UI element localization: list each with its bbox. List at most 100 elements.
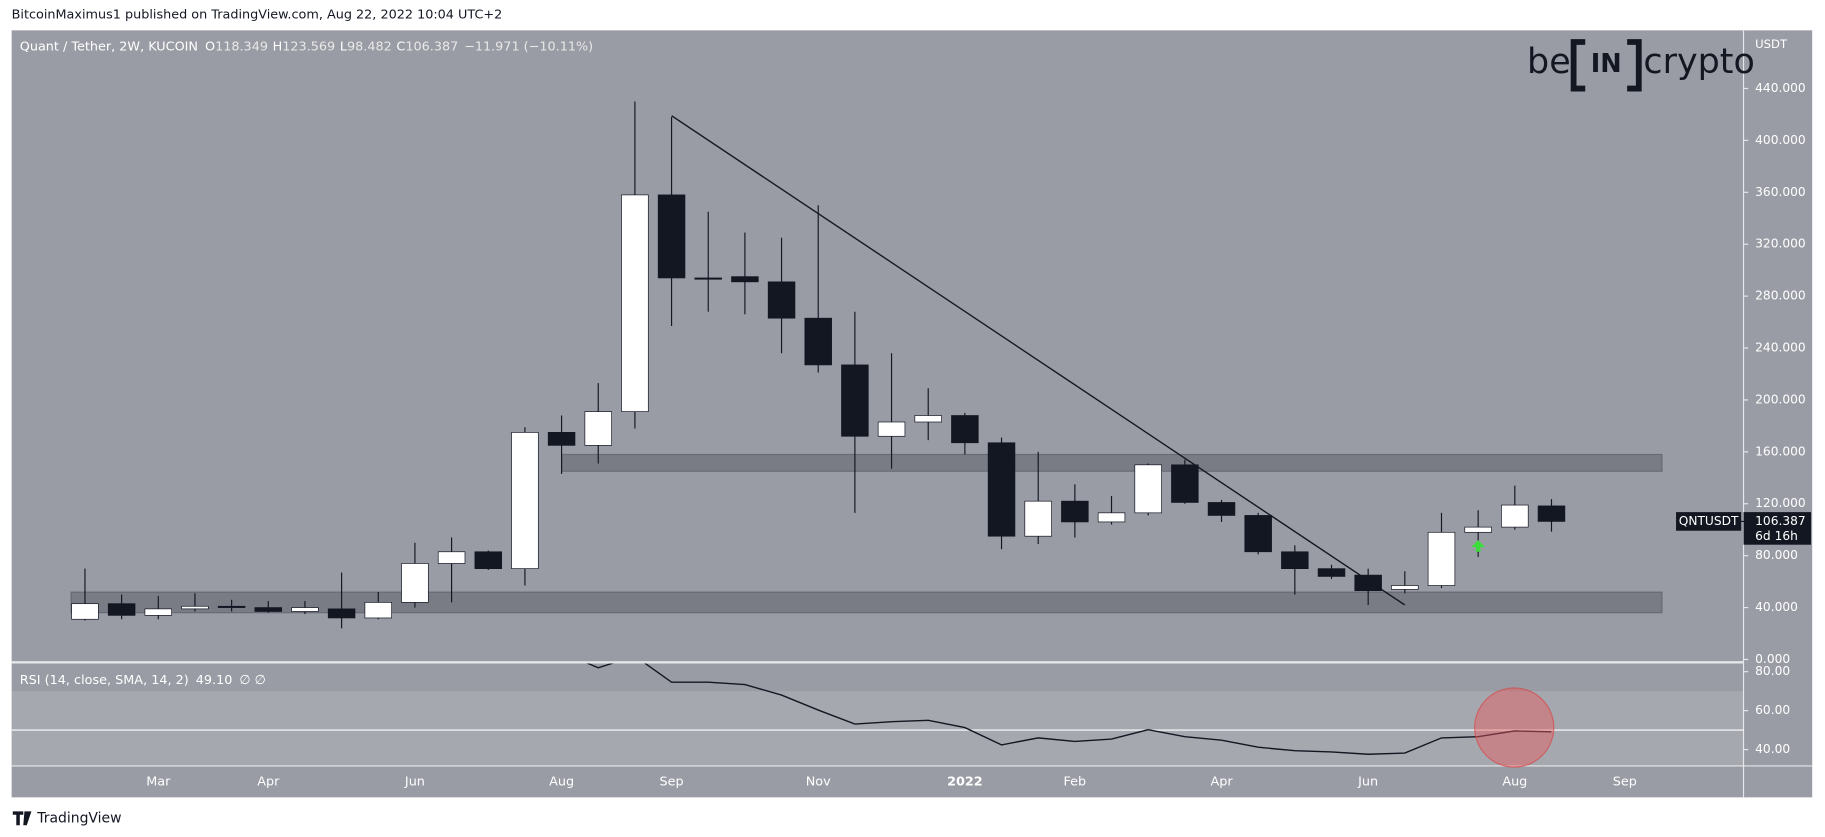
candle-body bbox=[107, 603, 136, 616]
y-tick-label: 80.000 bbox=[1755, 548, 1798, 562]
rsi-lines bbox=[586, 663, 1552, 755]
x-tick-label: Jun bbox=[404, 775, 425, 790]
highlight-circle bbox=[1474, 687, 1555, 768]
rsi-extra: ∅ ∅ bbox=[239, 672, 265, 687]
symbol: Quant / Tether, 2W, KUCOIN bbox=[20, 39, 198, 54]
price-box bbox=[1743, 512, 1812, 545]
candle-body bbox=[327, 608, 356, 619]
candle-body bbox=[1097, 512, 1126, 523]
candle-body bbox=[804, 317, 832, 366]
logo-text: be bbox=[1527, 42, 1571, 82]
candle-body bbox=[144, 608, 173, 616]
rsi-line bbox=[586, 663, 1552, 755]
y-tick-label: 320.000 bbox=[1755, 237, 1806, 251]
x-tick-label: Sep bbox=[660, 775, 684, 790]
candle-body bbox=[1244, 515, 1272, 553]
candle-body bbox=[657, 194, 686, 279]
candle-body bbox=[547, 432, 576, 446]
x-tick-label: Aug bbox=[1502, 775, 1527, 790]
x-tick-label: Mar bbox=[146, 775, 171, 790]
logo-brackets bbox=[1570, 39, 1642, 92]
last-price: 106.387 bbox=[1755, 514, 1806, 528]
y-tick-label: 240.000 bbox=[1755, 341, 1806, 355]
candle-body bbox=[474, 551, 502, 569]
x-tick-label: 2022 bbox=[947, 775, 983, 790]
legend-key: L bbox=[340, 39, 348, 54]
candle-body bbox=[217, 605, 246, 608]
candle-body bbox=[181, 605, 209, 610]
rsi-legend: RSI (14, close, SMA, 14, 2) 49.10 ∅ ∅ bbox=[20, 672, 266, 687]
candle-body bbox=[987, 442, 1016, 537]
y-tick-label: 160.000 bbox=[1755, 444, 1806, 458]
logo-text: IN bbox=[1591, 49, 1622, 79]
tv-icon bbox=[12, 811, 32, 826]
x-tick-label: Jun bbox=[1357, 775, 1378, 790]
x-tick-label: Feb bbox=[1064, 775, 1087, 790]
candle-body bbox=[1537, 505, 1566, 522]
candle-body bbox=[1061, 500, 1089, 523]
candle-body bbox=[437, 551, 466, 564]
candle-body bbox=[914, 415, 942, 423]
y-tick-label: 280.000 bbox=[1755, 289, 1806, 303]
y-tick-label: 360.000 bbox=[1755, 185, 1806, 199]
candle-body bbox=[584, 411, 612, 446]
y-tick-label: 0.000 bbox=[1755, 652, 1790, 666]
legend-change: −11.971 (−10.11%) bbox=[464, 39, 593, 54]
trendline bbox=[671, 115, 1406, 606]
rsi-tick-label: 60.00 bbox=[1755, 703, 1790, 717]
logo: be IN crypto bbox=[1527, 39, 1755, 92]
candle-body bbox=[1024, 500, 1052, 537]
candle-body bbox=[1281, 551, 1309, 569]
candle-body bbox=[1317, 568, 1346, 577]
axes: 0.000 40.000 80.000 120.000 160.000 200.000 24… bbox=[146, 81, 1812, 790]
x-tick-label: Sep bbox=[1613, 775, 1637, 790]
legend-key: O bbox=[205, 39, 215, 54]
candle-body bbox=[364, 602, 393, 619]
candle-body bbox=[1464, 526, 1492, 533]
candle-body bbox=[291, 607, 319, 612]
candle-body bbox=[877, 421, 906, 437]
ticker: QNTUSDT bbox=[1679, 514, 1739, 528]
legend-key: C bbox=[396, 39, 405, 54]
y-tick-label: 400.000 bbox=[1755, 133, 1806, 147]
countdown: 6d 16h bbox=[1755, 529, 1798, 543]
candle-body bbox=[1501, 504, 1529, 528]
logo-text: crypto bbox=[1643, 42, 1754, 82]
legend-low: 98.482 bbox=[347, 39, 392, 54]
candle-body bbox=[1171, 464, 1199, 503]
zone bbox=[561, 453, 1663, 472]
rsi-band bbox=[11, 691, 1744, 766]
candle-body bbox=[767, 281, 796, 319]
candle-body bbox=[621, 194, 649, 412]
arrow-marker bbox=[1471, 540, 1486, 552]
legend-key: H bbox=[273, 39, 283, 54]
footer: TradingView bbox=[12, 810, 122, 826]
candle-body bbox=[694, 277, 722, 280]
rsi-tick-label: 40.00 bbox=[1755, 742, 1790, 756]
rsi-label: RSI (14, close, SMA, 14, 2) bbox=[20, 672, 189, 687]
candle-body bbox=[254, 607, 283, 612]
candle-body bbox=[1207, 502, 1236, 516]
y-tick-label: 40.000 bbox=[1755, 600, 1798, 614]
y-tick-label: 200.000 bbox=[1755, 392, 1806, 406]
candle-body bbox=[1391, 585, 1419, 590]
zone bbox=[70, 591, 1663, 614]
candle-body bbox=[1134, 464, 1162, 514]
legend-close: 106.387 bbox=[405, 39, 458, 54]
chart-background bbox=[11, 30, 1813, 798]
ticker-box bbox=[1676, 512, 1742, 531]
price-pane bbox=[70, 101, 1663, 629]
x-tick-label: Aug bbox=[549, 775, 574, 790]
rsi-tick-label: 80.00 bbox=[1755, 664, 1790, 678]
publisher: BitcoinMaximus1 published on TradingView… bbox=[12, 8, 503, 23]
y-tick-label: 440.000 bbox=[1755, 81, 1806, 95]
candle-body bbox=[951, 415, 979, 444]
candle-body bbox=[731, 276, 759, 283]
pane-separator bbox=[11, 661, 1744, 664]
currency: USDT bbox=[1755, 37, 1788, 51]
candle-body bbox=[1354, 574, 1382, 592]
y-tick-label: 120.000 bbox=[1755, 496, 1806, 510]
candle-body bbox=[71, 603, 99, 620]
